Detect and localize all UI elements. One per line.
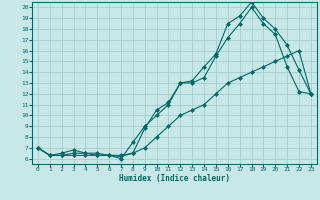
X-axis label: Humidex (Indice chaleur): Humidex (Indice chaleur) [119, 174, 230, 183]
